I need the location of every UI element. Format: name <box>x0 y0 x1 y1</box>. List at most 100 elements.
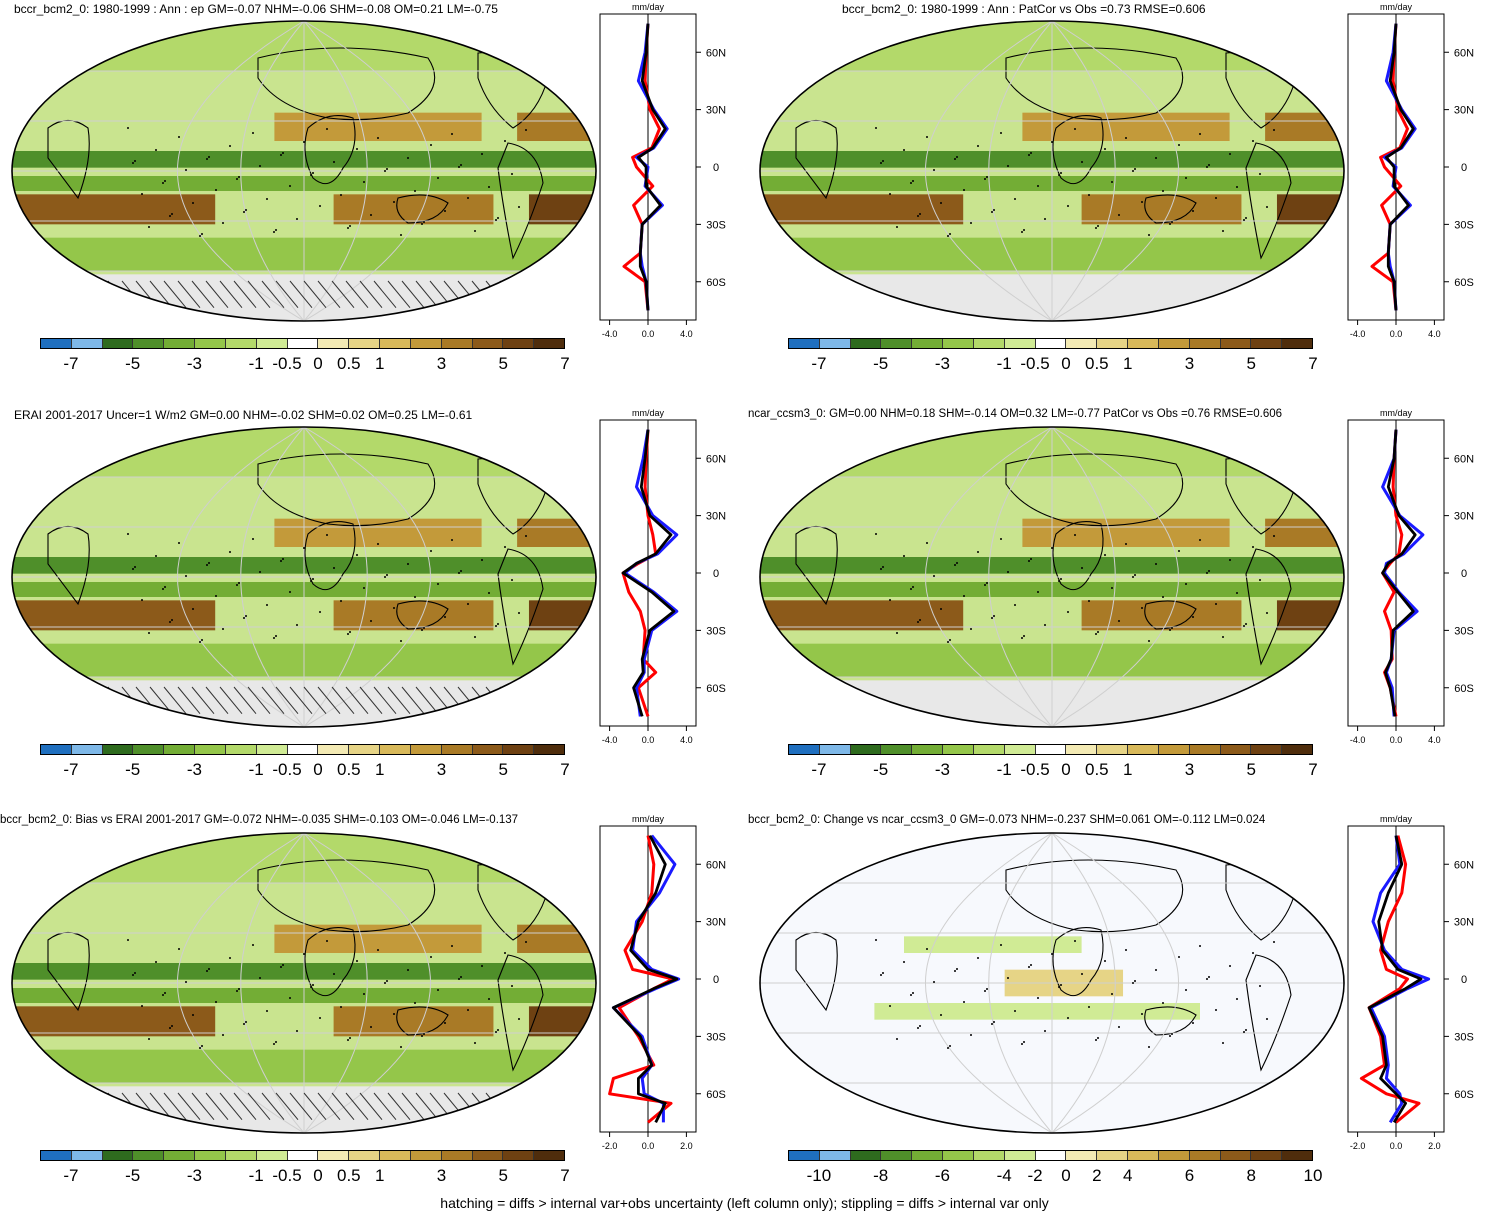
colorbar-swatch <box>102 745 134 754</box>
zonal-x-tick-label: 0.0 <box>642 1141 655 1151</box>
field-band <box>333 194 494 225</box>
colorbar-tick-label: 5 <box>498 760 508 779</box>
longitude-line <box>1051 21 1179 321</box>
zonal-mean-plot: mm/day -4.0 0.0 4.0 60N 30N 0 30S 60S <box>1347 2 1474 339</box>
colorbar-swatch <box>441 339 473 348</box>
zonal-lat-tick-label: 30S <box>706 1031 726 1043</box>
coastline <box>1005 453 1184 527</box>
field-band <box>1081 194 1242 225</box>
colorbar-tick-label: -0.5 <box>272 1166 302 1185</box>
zonal-unit-label: mm/day <box>1380 408 1413 418</box>
colorbar-swatch <box>1220 339 1252 348</box>
colorbar-swatch <box>819 745 851 754</box>
longitude-line <box>303 21 431 321</box>
zonal-x-tick-label: 0.0 <box>642 735 655 745</box>
zonal-lat-tick-label: 0 <box>713 568 719 580</box>
colorbar-swatch <box>789 745 820 754</box>
colorbar-swatch <box>534 745 565 754</box>
colorbar-swatch <box>71 1151 103 1160</box>
colorbar-swatch <box>1035 1151 1067 1160</box>
coastline <box>1245 954 1292 1072</box>
colorbar-swatch <box>164 339 196 348</box>
zonal-mean-plot: mm/day -2.0 0.0 2.0 60N 30N 0 30S 60S <box>1347 814 1474 1151</box>
colorbar-swatch <box>71 745 103 754</box>
longitude-line <box>925 427 1053 727</box>
colorbar-swatch <box>41 339 72 348</box>
colorbar-swatch <box>472 1151 504 1160</box>
coastline <box>304 521 356 591</box>
colorbar-tick-label: 5 <box>1246 354 1256 373</box>
coastline <box>1005 859 1184 933</box>
zonal-lat-tick-label: 60N <box>1454 47 1474 59</box>
colorbar-swatch <box>1251 745 1283 754</box>
colorbar-swatch <box>943 339 974 348</box>
colorbar-swatch <box>225 1151 257 1160</box>
zonal-series-mean <box>637 23 667 311</box>
colorbar-swatch <box>850 339 882 348</box>
zonal-series-mean <box>611 834 679 1124</box>
longitude-line <box>177 21 305 321</box>
colorbar-tick-label: 3 <box>436 760 447 779</box>
panel-title: ERAI 2001-2017 Uncer=1 W/m2 GM=0.00 NHM=… <box>14 408 473 422</box>
colorbar-swatch <box>41 745 72 754</box>
colorbar-swatch <box>789 339 820 348</box>
longitude-line <box>240 427 305 727</box>
zonal-lat-tick-label: 60N <box>706 47 726 59</box>
stippling <box>127 127 527 237</box>
map-border <box>11 20 597 322</box>
colorbar-tick-label: 3 <box>436 1166 447 1185</box>
colorbar-swatch <box>1066 339 1098 348</box>
colorbar-swatch <box>1158 339 1190 348</box>
zonal-unit-label: mm/day <box>632 2 665 12</box>
zonal-lat-tick-label: 60S <box>706 1089 726 1101</box>
zonal-lat-tick-label: 60N <box>1454 453 1474 465</box>
colorbar-tick-label: -3 <box>186 1166 202 1185</box>
longitude-line <box>1051 427 1116 727</box>
colorbar-swatch <box>819 339 851 348</box>
stippling <box>875 127 1275 237</box>
panel-6: bccr_bcm2_0: Change vs ncar_ccsm3_0 GM=-… <box>748 812 1489 1216</box>
colorbar-swatch <box>850 745 882 754</box>
zonal-lat-tick-label: 60S <box>1454 1089 1474 1101</box>
colorbar-tick-label: 2 <box>1092 1166 1102 1185</box>
colorbar-swatch <box>380 339 411 348</box>
field-band <box>1081 600 1242 631</box>
colorbar-swatch <box>133 1151 165 1160</box>
colorbar-swatch <box>850 1151 882 1160</box>
colorbar-swatch <box>410 1151 442 1160</box>
zonal-mean-plot: mm/day -4.0 0.0 4.0 60N 30N 0 30S 60S <box>599 2 726 339</box>
colorbar-tick-label: 5 <box>1246 760 1256 779</box>
colorbar-swatch <box>1282 745 1313 754</box>
zonal-series-mean <box>1385 23 1415 311</box>
colorbar-tick-label: 5 <box>498 354 508 373</box>
colorbar-swatch <box>287 339 319 348</box>
colorbar-tick-label: -7 <box>811 760 827 779</box>
colorbar-tick-label: 6 <box>1184 1166 1195 1185</box>
stippling <box>127 533 527 643</box>
colorbar-tick-label: 7 <box>560 1166 570 1185</box>
colorbar-swatch <box>195 339 226 348</box>
stippling <box>875 533 1275 643</box>
colorbar-tick-label: -3 <box>934 354 950 373</box>
colorbar <box>788 1150 1313 1161</box>
coastline <box>1144 600 1197 630</box>
colorbar-swatch <box>503 745 535 754</box>
zonal-x-tick-label: 0.0 <box>642 329 655 339</box>
zonal-x-tick-label: 4.0 <box>680 735 693 745</box>
longitude-line <box>303 21 368 321</box>
world-map <box>759 832 1345 1134</box>
panel-title: ncar_ccsm3_0: GM=0.00 NHM=0.18 SHM=-0.14… <box>748 408 1283 420</box>
coastline <box>1144 1006 1197 1036</box>
world-map <box>11 426 597 728</box>
colorbar-swatch <box>1128 1151 1159 1160</box>
zonal-series-mean <box>1381 429 1417 717</box>
colorbar-swatch <box>973 339 1005 348</box>
zonal-x-tick-label: 4.0 <box>1428 329 1441 339</box>
zonal-lat-tick-label: 60S <box>706 277 726 289</box>
coastline <box>1245 142 1292 260</box>
colorbar-tick-label: -7 <box>63 1166 79 1185</box>
zonal-lat-tick-label: 0 <box>1461 162 1467 174</box>
zonal-unit-label: mm/day <box>1380 2 1413 12</box>
zonal-lat-tick-label: 30N <box>1454 511 1474 523</box>
colorbar-swatch <box>1158 745 1190 754</box>
